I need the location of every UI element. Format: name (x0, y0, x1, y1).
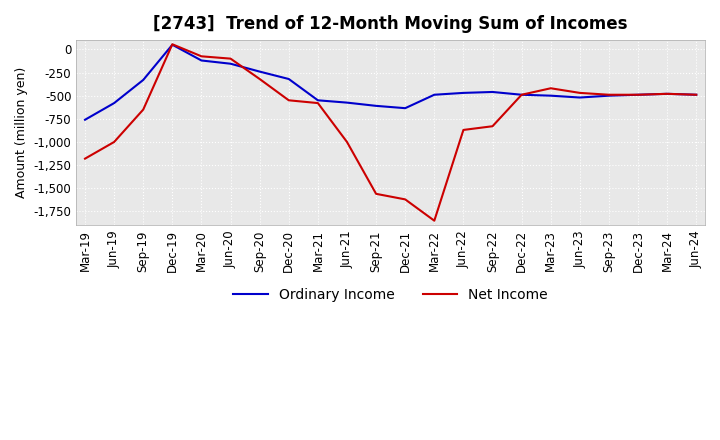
Ordinary Income (313, 98, 322, 103)
Line: Ordinary Income: Ordinary Income (85, 45, 696, 120)
Net Income (634, 92, 642, 97)
Ordinary Income (139, 77, 148, 83)
Net Income (459, 127, 468, 132)
Ordinary Income (168, 42, 176, 48)
Net Income (605, 92, 613, 97)
Ordinary Income (430, 92, 438, 97)
Ordinary Income (488, 89, 497, 95)
Net Income (575, 90, 584, 95)
Net Income (139, 107, 148, 112)
Ordinary Income (110, 100, 119, 106)
Title: [2743]  Trend of 12-Month Moving Sum of Incomes: [2743] Trend of 12-Month Moving Sum of I… (153, 15, 628, 33)
Ordinary Income (605, 93, 613, 98)
Line: Net Income: Net Income (85, 44, 696, 221)
Net Income (256, 77, 264, 82)
Net Income (197, 54, 206, 59)
Ordinary Income (197, 58, 206, 63)
Net Income (81, 156, 89, 161)
Ordinary Income (459, 90, 468, 95)
Net Income (517, 92, 526, 97)
Ordinary Income (226, 61, 235, 66)
Ordinary Income (401, 106, 410, 111)
Net Income (168, 42, 176, 47)
Ordinary Income (663, 91, 672, 96)
Net Income (343, 139, 351, 145)
Net Income (430, 218, 438, 224)
Net Income (401, 197, 410, 202)
Ordinary Income (256, 69, 264, 74)
Y-axis label: Amount (million yen): Amount (million yen) (15, 67, 28, 198)
Net Income (284, 98, 293, 103)
Net Income (663, 91, 672, 96)
Ordinary Income (546, 93, 555, 98)
Ordinary Income (284, 77, 293, 82)
Ordinary Income (517, 92, 526, 97)
Ordinary Income (343, 100, 351, 105)
Net Income (313, 100, 322, 106)
Net Income (692, 92, 701, 97)
Net Income (226, 56, 235, 61)
Net Income (488, 124, 497, 129)
Ordinary Income (575, 95, 584, 100)
Ordinary Income (692, 92, 701, 97)
Ordinary Income (372, 103, 380, 109)
Ordinary Income (81, 117, 89, 122)
Legend: Ordinary Income, Net Income: Ordinary Income, Net Income (228, 282, 554, 307)
Ordinary Income (634, 92, 642, 97)
Net Income (546, 86, 555, 91)
Net Income (372, 191, 380, 197)
Net Income (110, 139, 119, 145)
